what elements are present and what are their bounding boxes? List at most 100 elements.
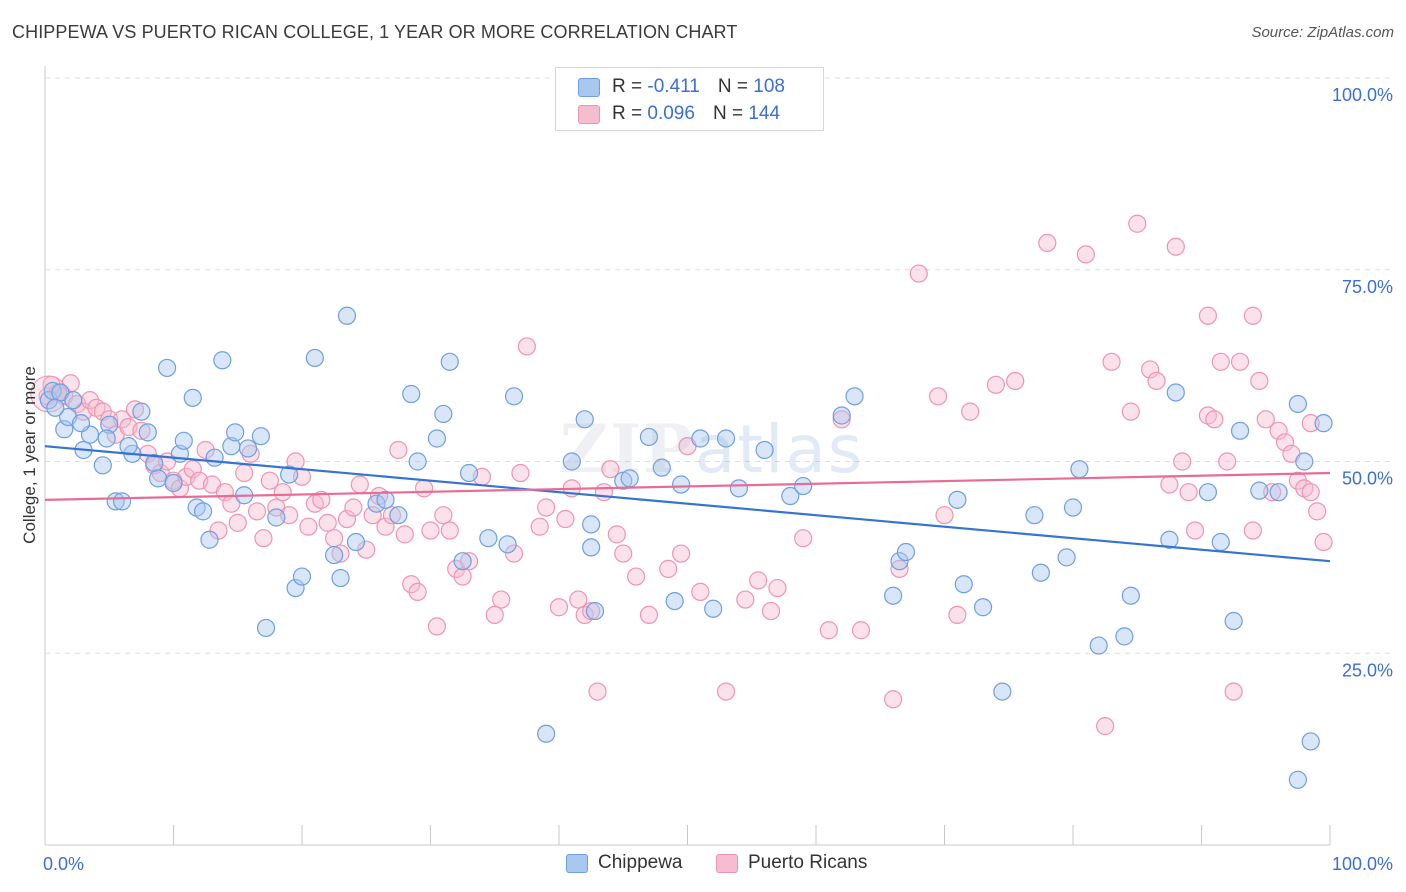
chippewa-point — [145, 453, 164, 473]
puerto-ricans-point — [639, 605, 659, 625]
puerto-ricans-point — [948, 605, 967, 625]
puerto-ricans-point — [716, 682, 736, 701]
chippewa-point — [100, 415, 119, 434]
puerto-ricans-point — [1179, 483, 1198, 502]
chippewa-point — [671, 475, 691, 494]
puerto-ricans-trend-line — [44, 471, 1331, 501]
chippewa-point — [93, 456, 112, 475]
chart-title: CHIPPEWA VS PUERTO RICAN COLLEGE, 1 YEAR… — [12, 22, 738, 42]
chippewa-point — [1063, 498, 1083, 517]
puerto-ricans-point — [453, 567, 472, 586]
grid-lines — [45, 77, 1390, 654]
chippewa-point — [205, 448, 224, 467]
puerto-ricans-point — [459, 552, 479, 571]
chippewa-point — [325, 545, 344, 565]
puerto-ricans-point — [132, 421, 151, 440]
legend-row-puerto-ricans: R = 0.096 N = 144 — [578, 101, 780, 127]
chippewa-point — [973, 598, 993, 617]
puerto-ricans-point — [986, 375, 1006, 394]
puerto-ricans-point — [350, 475, 369, 494]
puerto-ricans-point — [440, 521, 459, 540]
puerto-ricans-point — [1275, 433, 1295, 452]
chippewa-point — [575, 410, 594, 429]
chippewa-point — [883, 586, 903, 605]
puerto-ricans-point — [736, 590, 755, 609]
puerto-ricans-point — [537, 498, 556, 517]
chippewa-point — [71, 414, 91, 433]
puerto-ricans-point — [607, 525, 626, 544]
puerto-ricans-point — [1140, 360, 1160, 379]
puerto-ricans-point — [100, 410, 119, 429]
chippewa-point — [97, 429, 116, 448]
puerto-ricans-point — [363, 506, 382, 525]
chippewa-point — [267, 508, 286, 527]
chippewa-swatch — [566, 853, 588, 873]
puerto-ricans-point — [1243, 306, 1263, 325]
chippewa-point — [504, 387, 524, 406]
chippewa-point — [337, 306, 357, 325]
chippewa-point — [193, 502, 213, 521]
puerto-ricans-point — [1185, 521, 1205, 540]
puerto-ricans-point — [408, 582, 427, 601]
chippewa-point — [652, 458, 671, 477]
legend-item-chippewa: Chippewa — [566, 852, 683, 874]
chippewa-point — [1301, 732, 1320, 751]
chippewa-point — [256, 618, 276, 638]
chippewa-point — [1057, 548, 1076, 567]
chippewa-point — [498, 535, 517, 554]
legend-n-value: 108 — [753, 76, 785, 97]
puerto-ricans-point — [1211, 352, 1230, 371]
puerto-ricans-point — [504, 544, 524, 563]
puerto-ricans-point — [273, 483, 292, 502]
legend-n-value: 144 — [748, 103, 781, 124]
chippewa-point — [292, 567, 312, 586]
chippewa-point — [1295, 452, 1314, 471]
chippewa-point — [781, 486, 800, 506]
puerto-ricans-point — [492, 590, 511, 609]
puerto-ricans-point — [556, 509, 575, 529]
puerto-ricans-swatch — [716, 853, 738, 873]
chippewa-point — [704, 599, 723, 618]
puerto-ricans-point — [299, 517, 318, 536]
puerto-ricans-point — [260, 471, 279, 490]
puerto-ricans-point — [601, 460, 620, 479]
puerto-ricans-point — [883, 690, 903, 709]
puerto-ricans-point — [376, 517, 395, 536]
chippewa-trend-line — [44, 445, 1331, 563]
puerto-ricans-swatch — [578, 104, 600, 124]
puerto-ricans-point — [1314, 532, 1333, 552]
puerto-ricans-point — [434, 506, 453, 525]
chippewa-point — [896, 542, 916, 562]
puerto-ricans-point — [382, 506, 402, 525]
y-tick-label: 50.0% — [1342, 469, 1393, 489]
puerto-ricans-point — [851, 621, 871, 640]
puerto-ricans-point — [247, 502, 267, 521]
chippewa-point — [200, 530, 219, 549]
puerto-ricans-point — [582, 601, 601, 621]
chippewa-point — [280, 465, 299, 484]
legend-item-puerto-ricans: Puerto Ricans — [716, 852, 867, 874]
chippewa-point — [1115, 627, 1134, 646]
puerto-ricans-point — [819, 621, 838, 640]
legend-row-chippewa: R = -0.411 N = 108 — [578, 74, 785, 100]
puerto-ricans-point — [1224, 682, 1243, 701]
puerto-ricans-point — [794, 529, 813, 548]
chippewa-point — [1121, 586, 1140, 605]
chippewa-point — [479, 529, 498, 548]
puerto-ricans-point — [1198, 306, 1218, 325]
puerto-ricans-point — [659, 559, 678, 578]
puerto-ricans-point — [935, 506, 954, 525]
puerto-ricans-point — [395, 525, 414, 544]
chippewa-point — [665, 591, 684, 611]
chippewa-swatch — [578, 77, 600, 97]
chippewa-point — [691, 429, 710, 448]
chippewa-point — [64, 391, 83, 410]
chippewa-point — [183, 388, 202, 407]
puerto-ricans-point — [312, 490, 331, 509]
chippewa-point — [434, 404, 453, 424]
chippewa-point — [585, 601, 605, 621]
chippewa-point — [1198, 483, 1218, 502]
puerto-ricans-point — [928, 387, 948, 406]
puerto-ricans-point — [357, 540, 376, 559]
